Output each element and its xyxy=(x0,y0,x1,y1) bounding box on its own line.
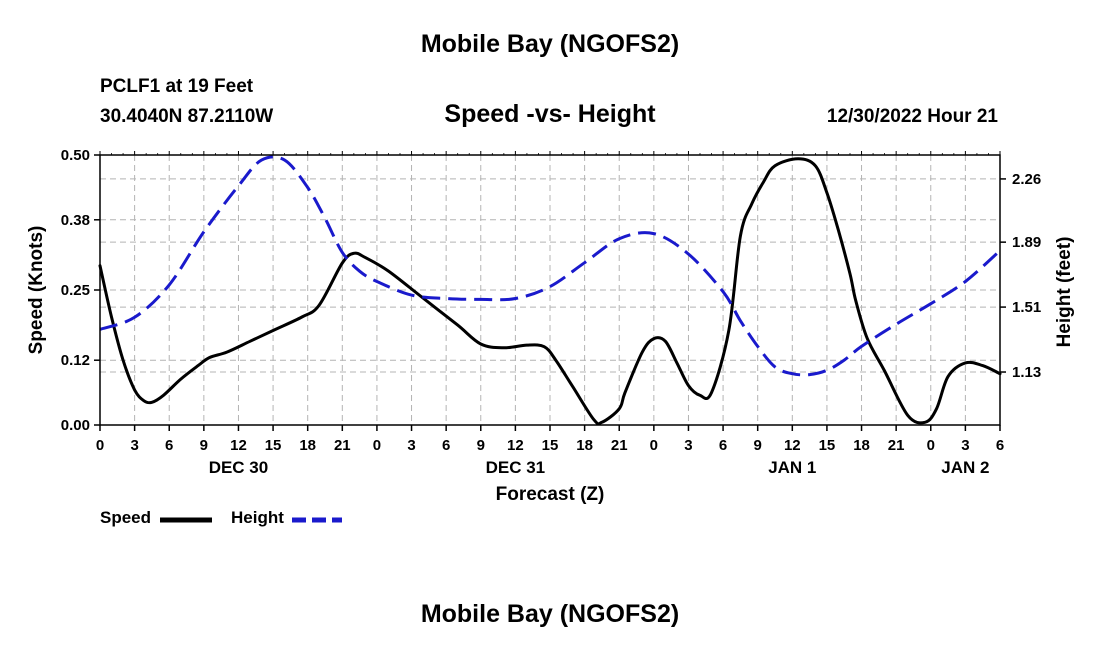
x-axis-label: Forecast (Z) xyxy=(496,484,605,505)
x-tick-label: 18 xyxy=(853,437,870,454)
y2-tick-label: 1.51 xyxy=(1012,299,1041,316)
legend-speed-label: Speed xyxy=(100,508,152,527)
station-label: PCLF1 at 19 Feet xyxy=(100,76,254,97)
x-tick-label: 3 xyxy=(130,437,138,454)
x-tick-label: 0 xyxy=(927,437,935,454)
x-tick-label: 6 xyxy=(996,437,1004,454)
day-label: DEC 31 xyxy=(486,458,546,477)
y2-axis-label: Height (feet) xyxy=(1054,237,1075,348)
y2-tick-label: 1.13 xyxy=(1012,364,1041,381)
x-tick-label: 12 xyxy=(230,437,247,454)
x-tick-label: 3 xyxy=(407,437,415,454)
x-tick-label: 6 xyxy=(442,437,450,454)
grid-lines xyxy=(100,155,1000,425)
coordinates-label: 30.4040N 87.2110W xyxy=(100,106,274,127)
x-tick-label: 9 xyxy=(754,437,762,454)
day-label: DEC 30 xyxy=(209,458,269,477)
x-tick-label: 18 xyxy=(299,437,316,454)
x-tick-label: 6 xyxy=(719,437,727,454)
y2-tick-label: 1.89 xyxy=(1012,234,1041,251)
chart-title: Speed -vs- Height xyxy=(444,100,656,128)
y-tick-label: 0.50 xyxy=(61,147,90,164)
axes: 0 3 6 9 12 15 18 21 0 3 6 9 12 15 18 21 0 3 6 9 12 15 18 21 0 3 6 D… xyxy=(61,147,1041,477)
series-lines xyxy=(98,155,1002,426)
x-tick-label: 0 xyxy=(373,437,381,454)
footer-title: Mobile Bay (NGOFS2) xyxy=(420,600,680,628)
x-tick-label: 15 xyxy=(265,437,282,454)
x-tick-label: 18 xyxy=(576,437,593,454)
x-tick-label: 15 xyxy=(542,437,559,454)
x-tick-label: 15 xyxy=(819,437,836,454)
forecast-timestamp: 12/30/2022 Hour 21 xyxy=(826,106,998,127)
series-line-height xyxy=(99,155,1001,377)
x-tick-label: 9 xyxy=(200,437,208,454)
legend-height-label: Height xyxy=(231,508,284,527)
series-line-speed xyxy=(98,157,1002,426)
y-axis-label: Speed (Knots) xyxy=(26,226,47,355)
day-label: JAN 1 xyxy=(768,458,816,477)
x-tick-label: 6 xyxy=(165,437,173,454)
x-tick-label: 21 xyxy=(334,437,351,454)
x-tick-label: 9 xyxy=(477,437,485,454)
y-tick-label: 0.12 xyxy=(61,352,90,369)
x-tick-label: 3 xyxy=(684,437,692,454)
y-tick-label: 0.25 xyxy=(61,282,90,299)
x-tick-label: 0 xyxy=(96,437,104,454)
page-title: Mobile Bay (NGOFS2) xyxy=(420,30,680,58)
y-tick-label: 0.00 xyxy=(61,417,90,434)
x-tick-label: 12 xyxy=(507,437,524,454)
x-tick-label: 12 xyxy=(784,437,801,454)
x-tick-label: 21 xyxy=(611,437,628,454)
x-tick-label: 21 xyxy=(888,437,905,454)
y2-tick-label: 2.26 xyxy=(1012,171,1041,188)
y-tick-label: 0.38 xyxy=(61,212,90,229)
x-tick-label: 3 xyxy=(961,437,969,454)
x-tick-label: 0 xyxy=(650,437,658,454)
day-label: JAN 2 xyxy=(941,458,989,477)
